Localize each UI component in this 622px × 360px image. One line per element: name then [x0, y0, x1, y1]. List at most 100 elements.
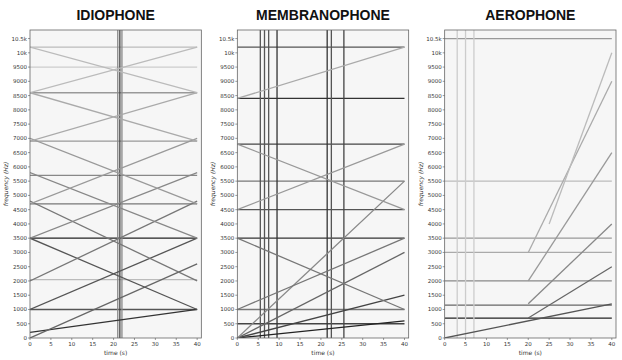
- x-tick-label: 10: [483, 341, 490, 347]
- y-tick-label: 2000: [220, 278, 234, 284]
- chart-title: IDIOPHONE: [76, 7, 155, 23]
- chart-panel: MEMBRANOPHONE050010001500200025003000350…: [209, 7, 408, 356]
- spectral-line: [30, 175, 197, 176]
- x-tick-label: 0: [236, 341, 240, 347]
- y-tick: [28, 295, 30, 296]
- y-tick: [235, 52, 237, 53]
- plot-frame: [30, 30, 201, 338]
- y-tick: [28, 81, 30, 82]
- plot-frame: [237, 30, 408, 338]
- y-tick-label: 1000: [220, 306, 234, 312]
- y-tick-label: 7500: [220, 121, 234, 127]
- y-tick-label: 1000: [428, 306, 442, 312]
- x-tick: [50, 338, 51, 340]
- y-axis-label: frequency (Hz): [2, 162, 10, 206]
- x-tick: [611, 338, 612, 340]
- y-tick: [443, 124, 445, 125]
- y-tick-label: 6000: [220, 164, 234, 170]
- chart-panel: AEROPHONE0500100015002000250030003500400…: [417, 7, 616, 356]
- y-tick: [28, 209, 30, 210]
- plot-area: [445, 30, 616, 338]
- y-tick-label: 6500: [428, 150, 442, 156]
- x-tick-label: 5: [256, 341, 260, 347]
- spectral-line: [237, 143, 404, 144]
- x-tick-label: 0: [443, 341, 447, 347]
- y-tick: [443, 181, 445, 182]
- plot-area: [237, 30, 408, 338]
- y-tick-label: 6000: [428, 164, 442, 170]
- spectral-line: [30, 138, 197, 204]
- spectral-line: [343, 30, 344, 338]
- spectral-line: [445, 180, 612, 181]
- y-tick: [235, 252, 237, 253]
- y-tick-label: 8000: [13, 107, 27, 113]
- spectral-line: [30, 93, 197, 141]
- x-tick: [549, 338, 550, 340]
- y-tick-label: 9500: [13, 64, 27, 70]
- y-tick: [443, 323, 445, 324]
- y-tick-label: 2500: [220, 264, 234, 270]
- y-tick: [443, 67, 445, 68]
- y-tick: [28, 67, 30, 68]
- y-axis-label: frequency (Hz): [209, 162, 217, 206]
- y-tick-label: 10k: [17, 50, 28, 56]
- y-tick-label: 10.5k: [426, 36, 442, 42]
- x-axis-label: time (s): [104, 349, 127, 356]
- y-tick: [443, 152, 445, 153]
- y-tick: [28, 152, 30, 153]
- y-tick-label: 5000: [13, 192, 27, 198]
- y-tick-label: 6000: [13, 164, 27, 170]
- spectral-line: [237, 98, 404, 99]
- spectral-line: [237, 144, 404, 210]
- spectral-line: [30, 138, 197, 204]
- y-tick: [235, 266, 237, 267]
- y-tick-label: 9500: [428, 64, 442, 70]
- y-tick: [443, 38, 445, 39]
- y-tick-label: 4000: [428, 221, 442, 227]
- spectral-line: [268, 30, 269, 338]
- x-tick: [590, 338, 591, 340]
- y-tick-label: 10.5k: [12, 36, 28, 42]
- x-tick: [113, 338, 114, 340]
- y-tick: [235, 209, 237, 210]
- y-tick: [235, 323, 237, 324]
- spectral-line: [260, 30, 261, 338]
- y-tick-label: 0: [231, 335, 235, 341]
- chart-title: AEROPHONE: [485, 7, 575, 23]
- y-tick: [443, 109, 445, 110]
- y-tick-label: 3500: [220, 235, 234, 241]
- plot-frame: [445, 30, 616, 338]
- x-tick-label: 5: [464, 341, 468, 347]
- spectral-line: [237, 238, 404, 309]
- x-tick-label: 10: [68, 341, 75, 347]
- x-tick: [486, 338, 487, 340]
- y-tick: [235, 280, 237, 281]
- spectral-line: [473, 30, 474, 338]
- y-tick: [443, 138, 445, 139]
- x-tick: [320, 338, 321, 340]
- spectral-line: [237, 181, 404, 338]
- y-tick: [235, 109, 237, 110]
- x-tick-label: 35: [380, 341, 387, 347]
- y-tick: [235, 295, 237, 296]
- y-tick-label: 6500: [13, 150, 27, 156]
- y-tick-label: 9000: [428, 78, 442, 84]
- x-tick-label: 20: [525, 341, 532, 347]
- x-tick-label: 40: [194, 341, 201, 347]
- spectral-line: [237, 238, 404, 309]
- series-group: [30, 30, 197, 338]
- y-tick-label: 4500: [220, 207, 234, 213]
- y-tick: [443, 309, 445, 310]
- y-tick-label: 500: [224, 321, 235, 327]
- y-tick: [28, 109, 30, 110]
- x-tick-label: 5: [49, 341, 53, 347]
- x-tick: [134, 338, 135, 340]
- y-tick: [235, 166, 237, 167]
- chart-panel: IDIOPHONE0500100015002000250030003500400…: [2, 7, 201, 356]
- y-tick: [28, 38, 30, 39]
- y-tick-label: 5000: [220, 192, 234, 198]
- x-tick: [404, 338, 405, 340]
- y-tick-label: 4000: [13, 221, 27, 227]
- spectral-line: [30, 47, 197, 93]
- y-tick-label: 500: [17, 321, 28, 327]
